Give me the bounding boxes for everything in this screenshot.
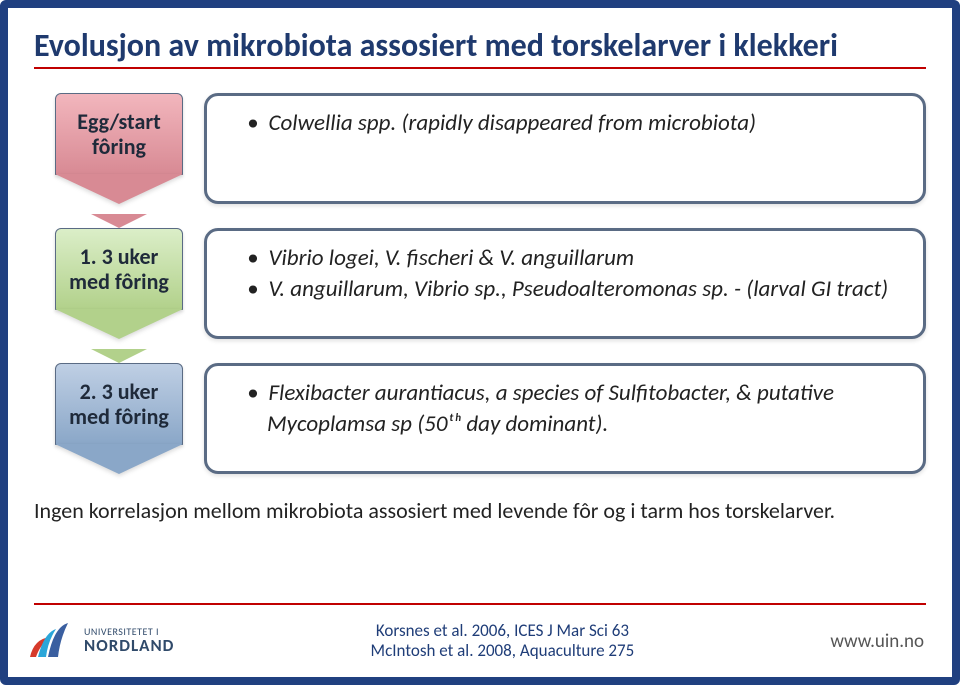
- card-list: Flexibacter aurantiacus, a species of Su…: [267, 378, 901, 440]
- arrow-label-1: Egg/start: [77, 109, 161, 134]
- site-url: www.uin.no: [830, 630, 924, 653]
- arrow-label-2: fôring: [92, 134, 146, 159]
- stage-arrow: Egg/startfôring: [34, 93, 204, 204]
- stage-arrow: 2. 3 ukermed fôring: [34, 363, 204, 474]
- arrow-label-1: 2. 3 uker: [80, 379, 159, 404]
- chevron-icon: [91, 214, 147, 228]
- logo: UNIVERSITETET I NORDLAND: [26, 617, 174, 665]
- arrow-tip: [55, 174, 183, 204]
- slide: Evolusjon av mikrobiota assosiert med to…: [0, 0, 960, 685]
- stage-card: Vibrio logei, V. fischeri & V. anguillar…: [204, 228, 926, 339]
- stage-arrow: 1. 3 ukermed fôring: [34, 228, 204, 339]
- stage-card: Colwellia spp. (rapidly disappeared from…: [204, 93, 926, 204]
- stage-row: 2. 3 ukermed fôring Flexibacter aurantiac…: [34, 363, 926, 474]
- arrow-body: Egg/startfôring: [55, 93, 183, 175]
- card-item: V. anguillarum, Vibrio sp., Pseudoaltero…: [267, 274, 901, 305]
- stage-row: Egg/startfôring Colwellia spp. (rapidly d…: [34, 93, 926, 204]
- slide-title: Evolusjon av mikrobiota assosiert med to…: [34, 26, 926, 65]
- arrow-label-1: 1. 3 uker: [80, 244, 159, 269]
- chevron-icon: [91, 349, 147, 363]
- title-underline: [34, 67, 926, 69]
- logo-text: UNIVERSITETET I NORDLAND: [84, 627, 174, 655]
- logo-line2: NORDLAND: [84, 637, 174, 655]
- logo-swoosh-3: [48, 623, 68, 657]
- arrow-label-2: med fôring: [69, 269, 169, 294]
- card-list: Vibrio logei, V. fischeri & V. anguillar…: [267, 243, 901, 305]
- stages-container: Egg/startfôring Colwellia spp. (rapidly d…: [34, 93, 926, 474]
- arrow-tip: [55, 309, 183, 339]
- arrow-body: 2. 3 ukermed fôring: [55, 363, 183, 445]
- card-list: Colwellia spp. (rapidly disappeared from…: [267, 108, 901, 139]
- footer-bar: UNIVERSITETET I NORDLAND Korsnes et al. …: [8, 605, 952, 677]
- references: Korsnes et al. 2006, ICES J Mar Sci 63 M…: [174, 621, 830, 662]
- arrow-body: 1. 3 ukermed fôring: [55, 228, 183, 310]
- footnote: Ingen korrelasjon mellom mikrobiota asso…: [34, 498, 926, 524]
- card-item: Vibrio logei, V. fischeri & V. anguillar…: [267, 243, 901, 274]
- ref-line-1: Korsnes et al. 2006, ICES J Mar Sci 63: [174, 621, 830, 641]
- stage-row: 1. 3 ukermed fôring Vibrio logei, V. fisc…: [34, 228, 926, 339]
- logo-mark: [26, 617, 74, 665]
- arrow-label-2: med fôring: [69, 404, 169, 429]
- stage-card: Flexibacter aurantiacus, a species of Su…: [204, 363, 926, 474]
- card-item: Colwellia spp. (rapidly disappeared from…: [267, 108, 901, 139]
- ref-line-2: McIntosh et al. 2008, Aquaculture 275: [174, 641, 830, 661]
- card-item: Flexibacter aurantiacus, a species of Su…: [267, 378, 901, 440]
- arrow-tip: [55, 444, 183, 474]
